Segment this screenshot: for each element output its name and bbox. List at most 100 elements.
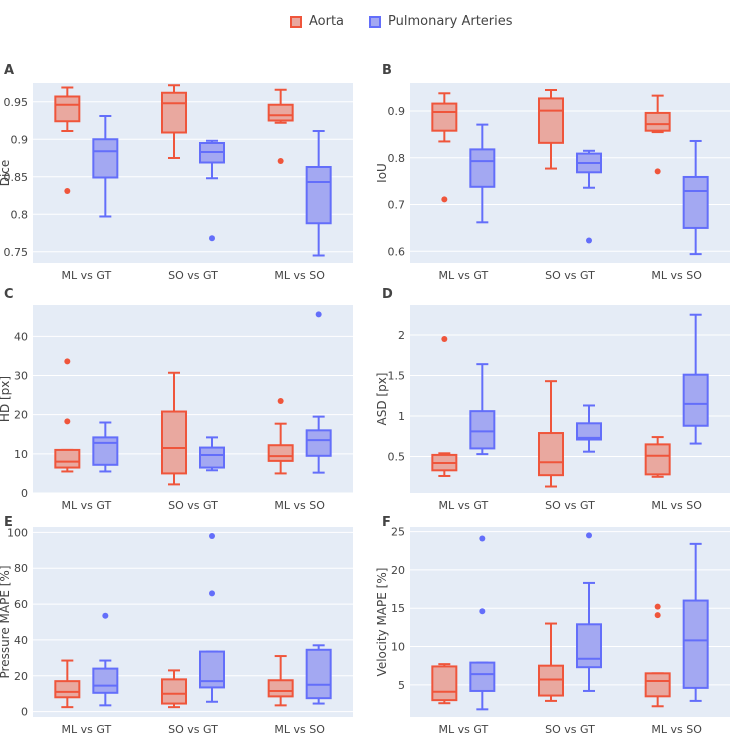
box-body bbox=[305, 648, 332, 700]
plot-area-d bbox=[410, 305, 730, 493]
y-tick-label: 0.95 bbox=[4, 96, 29, 109]
box-aorta bbox=[267, 655, 294, 707]
y-tick-label: 25 bbox=[391, 526, 405, 539]
y-tick-label: 0.6 bbox=[388, 245, 406, 258]
y-axis-title: ASD [px] bbox=[375, 373, 389, 426]
box-aorta bbox=[54, 86, 81, 194]
panel-label: B bbox=[382, 63, 392, 78]
y-axis-title: HD [px] bbox=[0, 376, 12, 422]
box-body bbox=[305, 166, 332, 225]
panel-b: 0.6 0.7 0.8 0.9 B IoU ML vs GT SO vs GT ML vs SO bbox=[375, 63, 730, 282]
box-pulmonary bbox=[199, 436, 225, 472]
outlier-point bbox=[441, 196, 448, 203]
outlier-point bbox=[654, 168, 661, 175]
y-tick-label: 0.75 bbox=[4, 246, 29, 259]
legend-item-pulmonary[interactable]: Pulmonary Arteries bbox=[369, 14, 513, 29]
box-pulmonary bbox=[305, 130, 332, 257]
outlier-point bbox=[586, 532, 592, 539]
outlier-point bbox=[209, 532, 215, 539]
panel-label: E bbox=[4, 515, 13, 530]
plot-area-a bbox=[33, 83, 353, 263]
box-pulmonary bbox=[576, 404, 602, 453]
x-tick-label: ML vs GT bbox=[61, 269, 111, 282]
box-aorta bbox=[161, 371, 187, 486]
box-pulmonary bbox=[682, 139, 709, 256]
y-tick-label: 0.8 bbox=[388, 152, 406, 165]
legend-item-aorta[interactable]: Aorta bbox=[290, 14, 344, 29]
outlier-point bbox=[64, 188, 71, 194]
box-pulmonary bbox=[469, 123, 496, 224]
plot-area-e bbox=[33, 527, 353, 717]
box-body bbox=[469, 661, 496, 692]
plot-area-c bbox=[33, 305, 353, 493]
legend: Aorta Pulmonary Arteries bbox=[0, 14, 747, 38]
box-body bbox=[682, 175, 709, 229]
y-axis-title: Pressure MAPE [%] bbox=[0, 565, 12, 678]
x-tick-label: SO vs GT bbox=[545, 499, 595, 512]
box-body bbox=[92, 667, 119, 694]
box-body bbox=[431, 665, 458, 702]
x-tick-label: ML vs GT bbox=[438, 723, 488, 736]
y-tick-label: 15 bbox=[391, 602, 405, 615]
box-pulmonary bbox=[92, 612, 119, 707]
box-aorta bbox=[644, 436, 671, 478]
y-tick-label: 20 bbox=[391, 564, 405, 577]
box-body bbox=[267, 103, 294, 122]
box-body bbox=[469, 410, 496, 450]
y-axis-title: IoU bbox=[375, 163, 389, 183]
legend-swatch-aorta-icon bbox=[290, 15, 302, 28]
y-tick-label: 0.5 bbox=[388, 451, 406, 464]
box-body bbox=[538, 97, 564, 144]
box-pulmonary bbox=[199, 532, 225, 703]
box-aorta bbox=[538, 89, 564, 170]
box-body bbox=[644, 672, 671, 698]
box-body bbox=[538, 432, 564, 477]
box-aorta bbox=[54, 358, 81, 473]
box-aorta bbox=[161, 669, 187, 709]
x-tick-label: SO vs GT bbox=[168, 499, 218, 512]
y-tick-label: 100 bbox=[7, 526, 28, 539]
panel-d: 0.5 1 1.5 2 D ASD [px] ML vs GT SO vs GT ML vs S… bbox=[375, 287, 730, 512]
y-tick-label: 0.7 bbox=[388, 199, 406, 212]
y-axis-title: Velocity MAPE [%] bbox=[375, 568, 389, 677]
x-tick-label: ML vs SO bbox=[274, 269, 325, 282]
box-aorta bbox=[644, 603, 671, 708]
x-tick-label: ML vs GT bbox=[438, 499, 488, 512]
box-body bbox=[267, 444, 294, 462]
box-body bbox=[682, 373, 709, 427]
legend-swatch-pulmonary-icon bbox=[369, 15, 381, 28]
box-aorta bbox=[161, 84, 187, 159]
y-tick-label: 0.9 bbox=[388, 105, 406, 118]
box-body bbox=[682, 599, 709, 689]
box-body bbox=[538, 664, 564, 697]
box-pulmonary bbox=[682, 542, 709, 702]
box-body bbox=[267, 679, 294, 698]
y-tick-label: 0.9 bbox=[11, 133, 29, 146]
y-tick-label: 0 bbox=[21, 706, 28, 719]
y-tick-label: 2 bbox=[398, 329, 405, 342]
y-tick-label: 40 bbox=[14, 634, 28, 647]
box-body bbox=[161, 410, 187, 475]
x-tick-label: SO vs GT bbox=[545, 269, 595, 282]
y-tick-label: 30 bbox=[14, 370, 28, 383]
x-tick-label: ML vs GT bbox=[61, 499, 111, 512]
outlier-point bbox=[64, 358, 71, 365]
y-tick-label: 0.8 bbox=[11, 208, 29, 221]
panel-f: 5 10 15 20 25F Velocity MAPE [%] ML vs GT SO vs… bbox=[375, 515, 730, 736]
outlier-point bbox=[441, 336, 448, 343]
box-pulmonary bbox=[576, 149, 602, 244]
box-body bbox=[469, 148, 496, 188]
outlier-point bbox=[654, 603, 661, 610]
y-tick-label: 5 bbox=[398, 679, 405, 692]
y-tick-label: 10 bbox=[14, 448, 28, 461]
box-pulmonary bbox=[92, 115, 119, 218]
box-aorta bbox=[267, 88, 294, 164]
box-pulmonary bbox=[305, 311, 332, 474]
box-aorta bbox=[54, 659, 81, 709]
outlier-point bbox=[586, 237, 592, 244]
panel-label: D bbox=[382, 287, 393, 302]
box-body bbox=[54, 95, 81, 123]
x-tick-label: ML vs SO bbox=[274, 723, 325, 736]
